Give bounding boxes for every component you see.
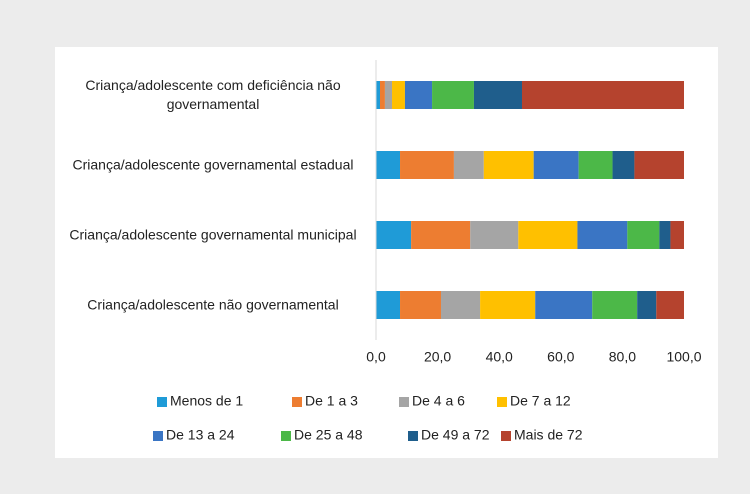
legend-swatch	[399, 397, 409, 407]
legend-swatch	[153, 431, 163, 441]
y-tick-label: Criança/adolescente não governamental	[87, 296, 339, 313]
bar-segment	[453, 151, 484, 179]
bar-segment	[432, 81, 474, 109]
bar-segment	[384, 81, 393, 109]
bar-segment	[376, 291, 401, 319]
y-tick-label: Criança/adolescente com deficiência não …	[85, 77, 341, 112]
x-tick-label: 80,0	[609, 349, 636, 365]
legend-label: De 1 a 3	[305, 393, 358, 409]
bar-segment	[578, 151, 613, 179]
bar-segment	[392, 81, 405, 109]
legend-swatch	[292, 397, 302, 407]
legend-label: De 25 a 48	[294, 427, 363, 443]
bar-segment	[670, 221, 684, 249]
legend-label: De 7 a 12	[510, 393, 571, 409]
bar-segment	[411, 221, 471, 249]
bar-segment	[659, 221, 671, 249]
x-tick-label: 0,0	[366, 349, 386, 365]
bar-segment	[480, 291, 536, 319]
bar-segment	[521, 81, 684, 109]
bar-segment	[400, 291, 441, 319]
legend-swatch	[408, 431, 418, 441]
x-tick-label: 20,0	[424, 349, 451, 365]
legend-label: De 4 a 6	[412, 393, 465, 409]
bar-segment	[535, 291, 593, 319]
y-tick-label: Criança/adolescente governamental estadu…	[72, 156, 354, 173]
bar-segment	[376, 221, 412, 249]
bar-segment	[470, 221, 519, 249]
bar-segment	[483, 151, 534, 179]
bar-segment	[634, 151, 684, 179]
bar-segment	[376, 151, 401, 179]
legend-swatch	[157, 397, 167, 407]
bar-segment	[637, 291, 657, 319]
bar-segment	[440, 291, 481, 319]
bar-segment	[533, 151, 579, 179]
bar-segment	[656, 291, 684, 319]
bar-segment	[518, 221, 578, 249]
x-tick-label: 40,0	[486, 349, 513, 365]
y-tick-label: Criança/adolescente governamental munici…	[69, 226, 357, 243]
bar-segment	[380, 81, 385, 109]
bar-segment	[376, 81, 381, 109]
legend-label: Mais de 72	[514, 427, 583, 443]
legend-label: Menos de 1	[170, 393, 243, 409]
bar-segment	[404, 81, 433, 109]
bar-segment	[473, 81, 522, 109]
legend-label: De 49 a 72	[421, 427, 490, 443]
x-tick-label: 60,0	[547, 349, 574, 365]
legend-label: De 13 a 24	[166, 427, 235, 443]
x-tick-label: 100,0	[666, 349, 701, 365]
legend-swatch	[501, 431, 511, 441]
bar-segment	[400, 151, 454, 179]
bar-segment	[612, 151, 635, 179]
legend-swatch	[497, 397, 507, 407]
bar-segment	[627, 221, 660, 249]
bar-segment	[592, 291, 638, 319]
legend-swatch	[281, 431, 291, 441]
bar-segment	[577, 221, 628, 249]
chart-panel	[55, 47, 718, 458]
